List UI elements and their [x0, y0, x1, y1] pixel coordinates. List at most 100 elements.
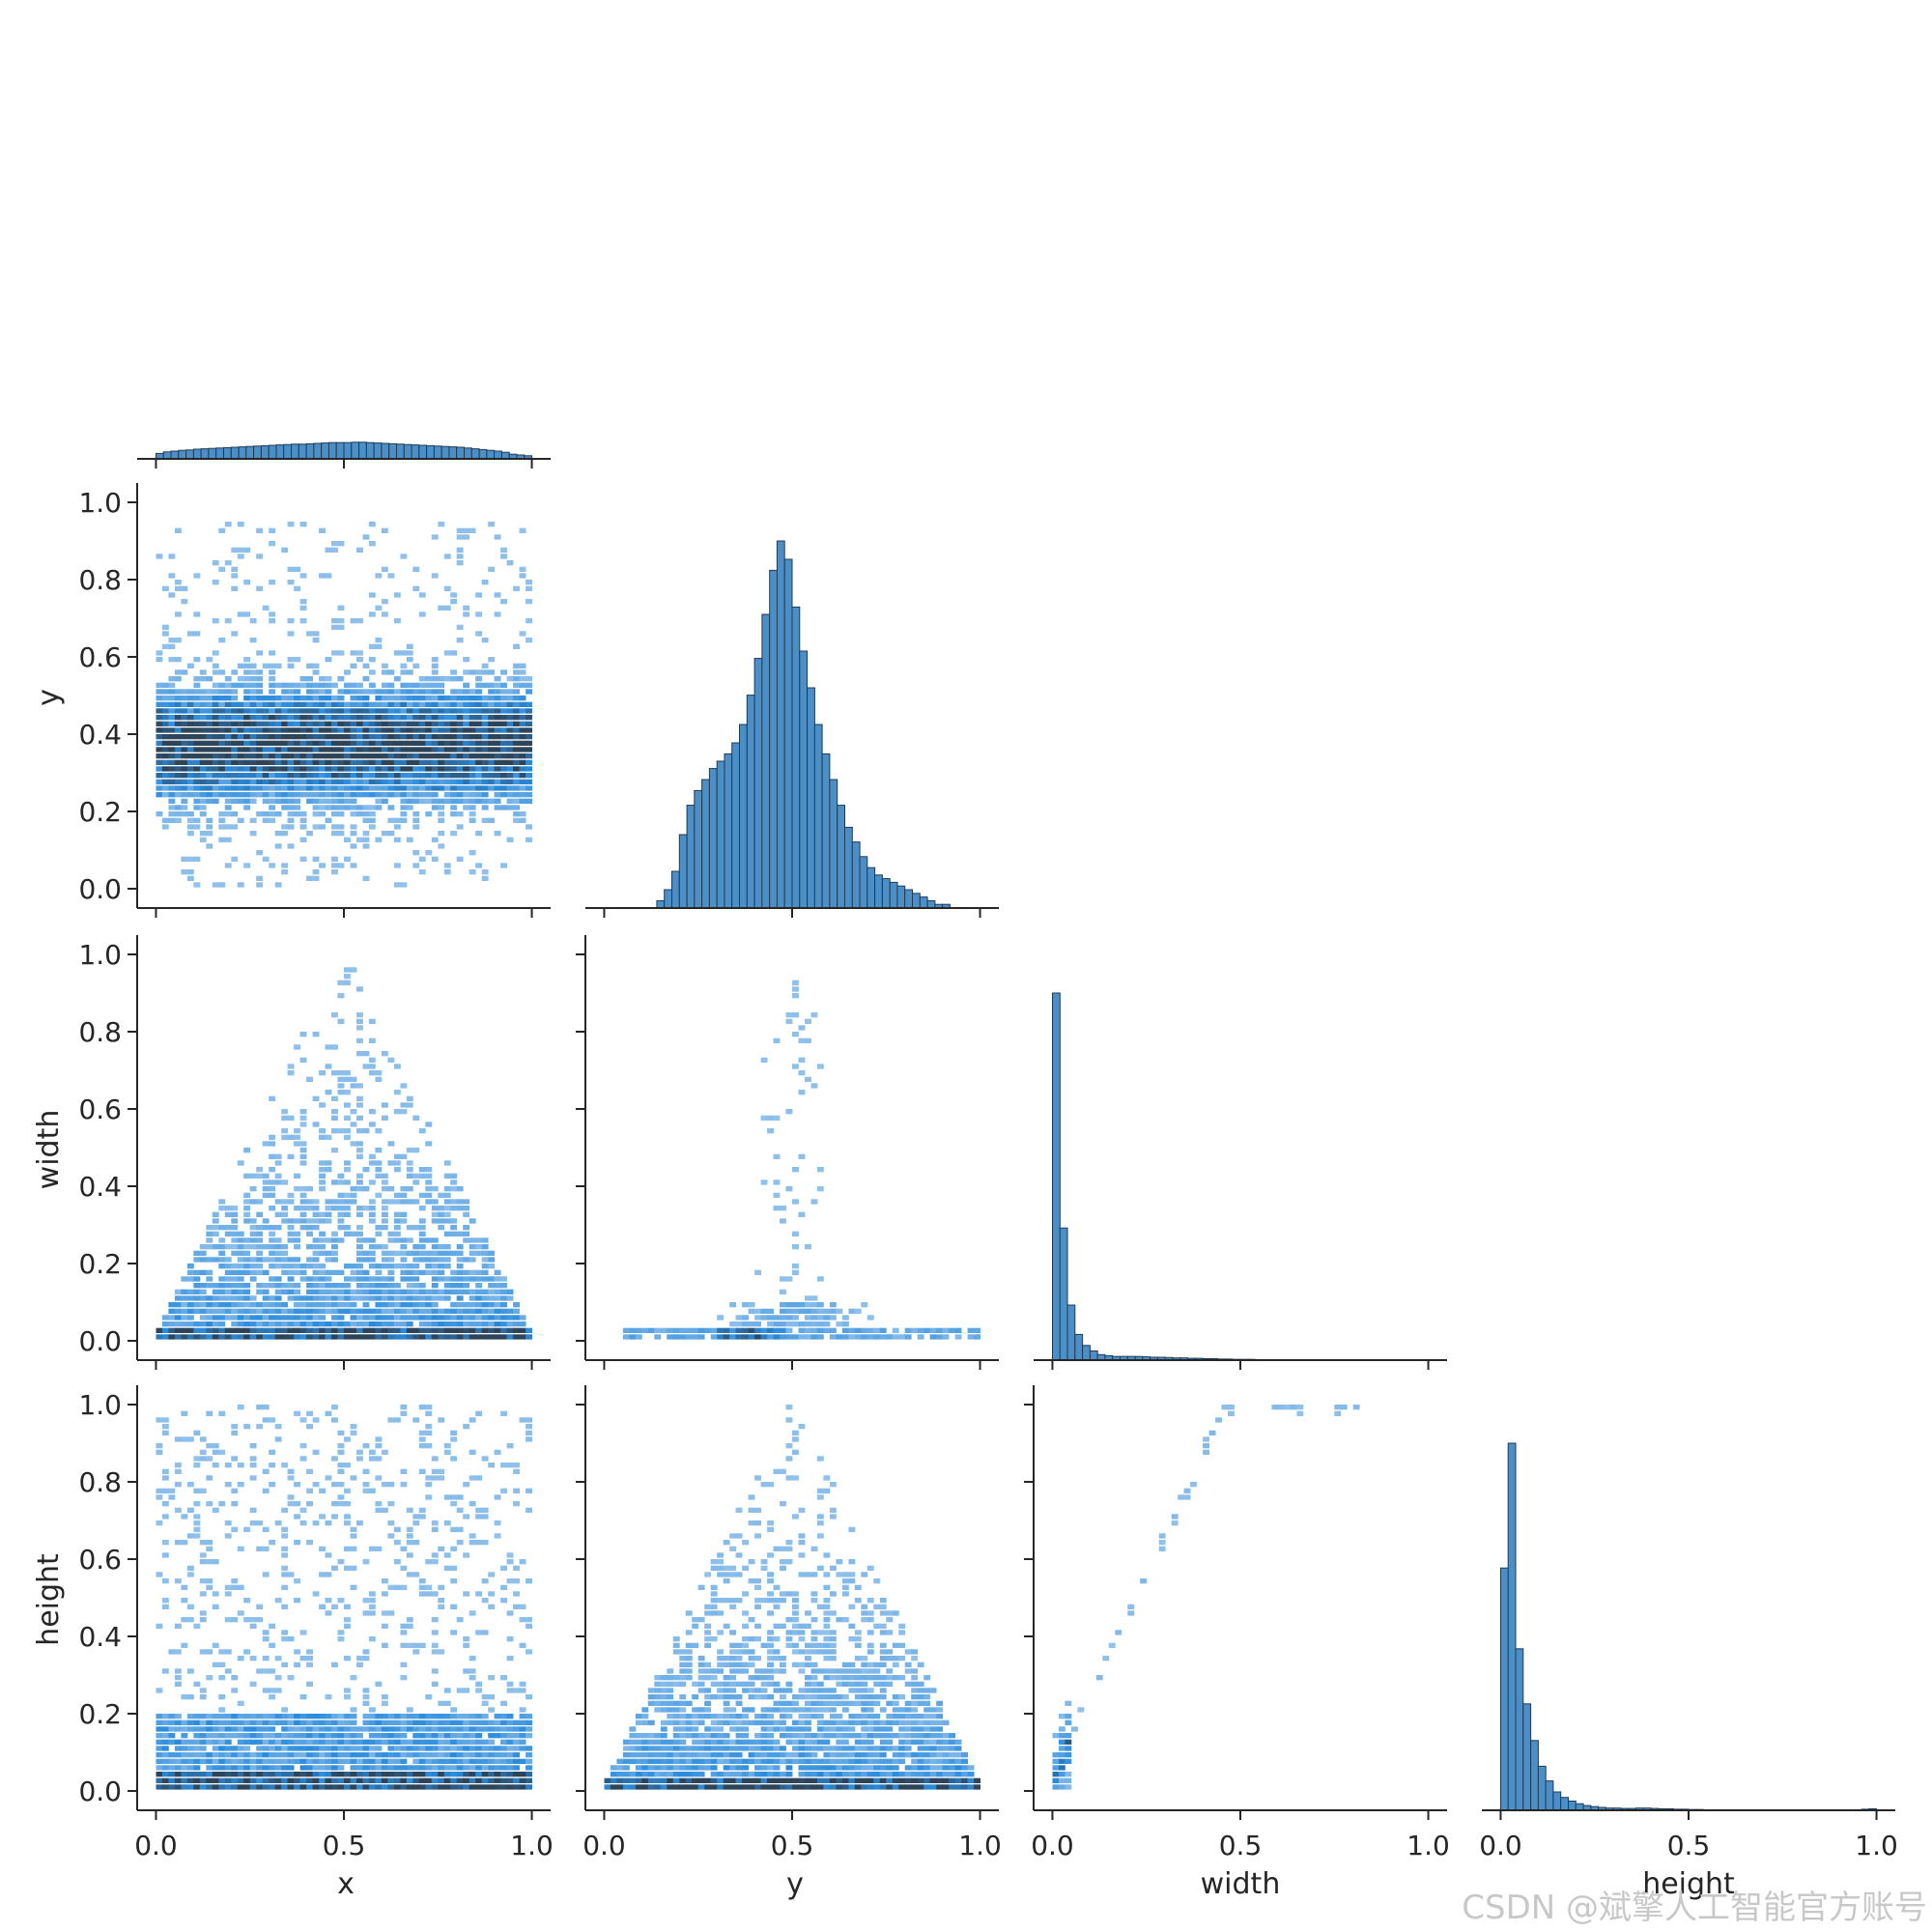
heatmap-cell [754, 1604, 761, 1609]
heatmap-cell [443, 1784, 451, 1790]
heatmap-cell [306, 1308, 313, 1314]
heatmap-cell [174, 715, 182, 721]
heatmap-cell [717, 1565, 724, 1571]
heatmap-cell [513, 715, 520, 721]
heatmap-cell [218, 701, 226, 707]
heatmap-cell [792, 1308, 799, 1314]
heatmap-cell [469, 773, 476, 779]
heatmap-cell [181, 1694, 188, 1700]
heatmap-cell [748, 1617, 755, 1623]
heatmap-cell [406, 1540, 413, 1546]
heatmap-cell [156, 715, 163, 721]
heatmap-cell [667, 1694, 674, 1700]
heatmap-cell [161, 1598, 169, 1604]
heatmap-cell [443, 1257, 451, 1263]
heatmap-cell [212, 1739, 219, 1745]
heatmap-cell [212, 1746, 219, 1751]
heatmap-cell [156, 766, 163, 772]
heatmap-cell [494, 1772, 501, 1777]
heatmap-cell [469, 1218, 476, 1224]
heatmap-cell [506, 689, 514, 695]
heatmap-cell [742, 1642, 749, 1648]
heatmap-cell [356, 1211, 363, 1217]
heatmap-cell [243, 701, 251, 707]
heatmap-cell [519, 696, 526, 701]
heatmap-cell [475, 1765, 483, 1771]
heatmap-cell [810, 1630, 818, 1635]
heatmap-cell [206, 1475, 213, 1481]
heatmap-cell [456, 1746, 464, 1751]
heatmap-cell [735, 1321, 743, 1327]
heatmap-cell [785, 1302, 793, 1308]
heatmap-cell [281, 773, 289, 779]
heatmap-cell [249, 1302, 257, 1308]
heatmap-cell [704, 1739, 712, 1745]
heatmap-cell [412, 1765, 420, 1771]
heatmap-cell [212, 1642, 219, 1648]
heatmap-cell [469, 798, 476, 804]
heatmap-cell [375, 1436, 383, 1442]
heatmap-cell [760, 1598, 768, 1604]
heatmap-cell [344, 1076, 351, 1082]
heatmap-cell [243, 1321, 251, 1327]
heatmap-cell [312, 1308, 320, 1314]
heatmap-cell [199, 785, 207, 791]
heatmap-cell [156, 657, 163, 663]
heatmap-cell [641, 1784, 649, 1790]
heatmap-cell [350, 766, 357, 772]
heatmap-cell [249, 1334, 257, 1340]
heatmap-cell [218, 1244, 226, 1250]
heatmap-cell [393, 1526, 401, 1532]
heatmap-cell [344, 734, 351, 740]
heatmap-cell [841, 1321, 849, 1327]
heatmap-cell [823, 1772, 831, 1777]
heatmap-cell [231, 689, 239, 695]
heatmap-cell [269, 618, 276, 624]
heatmap-cell [463, 715, 470, 721]
heatmap-cell [816, 1488, 824, 1493]
heatmap-cell [193, 715, 201, 721]
heatmap-cell [431, 1552, 439, 1558]
heatmap-cell [456, 1688, 464, 1693]
heatmap-cell [393, 1109, 401, 1115]
heatmap-cell [168, 1302, 176, 1308]
heatmap-cell [256, 1758, 264, 1764]
heatmap-cell [344, 1211, 351, 1217]
heatmap-cell [174, 1623, 182, 1629]
heatmap-cell [629, 1327, 637, 1333]
heatmap-cell [231, 856, 239, 862]
heatmap-cell [306, 1295, 313, 1301]
heatmap-cell [431, 1668, 439, 1674]
heatmap-cell [299, 1276, 307, 1282]
heatmap-cell [161, 624, 169, 630]
heatmap-cell [654, 1688, 662, 1693]
heatmap-cell [181, 785, 188, 791]
heatmap-cell [287, 618, 295, 624]
heatmap-cell [810, 1733, 818, 1739]
heatmap-cell [237, 753, 244, 759]
heatmap-cell [344, 1090, 351, 1095]
heatmap-cell [481, 734, 489, 740]
heatmap-cell [294, 1746, 300, 1751]
heatmap-cell [406, 1617, 413, 1623]
heatmap-cell [748, 1694, 755, 1700]
heatmap-cell [780, 1206, 786, 1211]
heatmap-cell [193, 1501, 201, 1507]
heatmap-cell [287, 1153, 295, 1159]
heatmap-cell [861, 1726, 868, 1732]
heatmap-cell [500, 1772, 507, 1777]
heatmap-cell [443, 1244, 451, 1250]
heatmap-cell [431, 657, 439, 663]
heatmap-cell [431, 663, 439, 668]
heatmap-cell [199, 798, 207, 804]
heatmap-cell [199, 1289, 207, 1294]
heatmap-cell [456, 779, 464, 784]
heatmap-cell [269, 1264, 276, 1269]
heatmap-cell [393, 747, 401, 753]
heatmap-cell [810, 1700, 818, 1706]
heatmap-cell [243, 779, 251, 784]
heatmap-cell [243, 708, 251, 714]
heatmap-cell [494, 792, 501, 798]
heatmap-cell [456, 1507, 464, 1513]
heatmap-cell [672, 1642, 680, 1648]
